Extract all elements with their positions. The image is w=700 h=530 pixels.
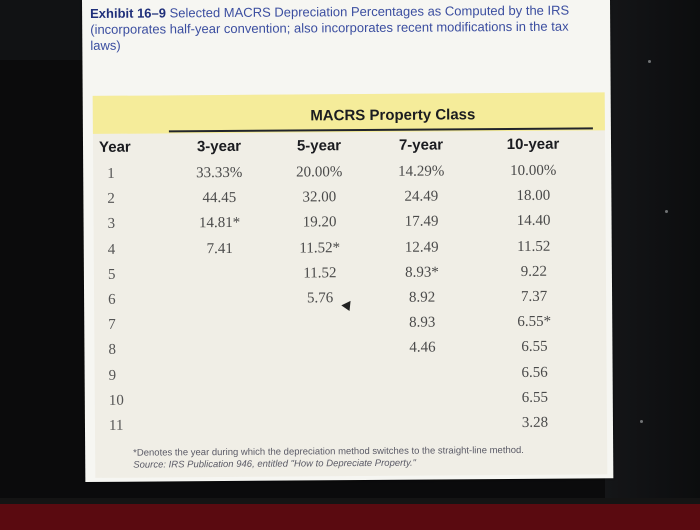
macrs-table: MACRS Property Class Year 3-year 5-year … xyxy=(92,92,608,478)
footnote: *Denotes the year during which the depre… xyxy=(133,444,603,471)
row-year: 10 xyxy=(108,392,124,409)
table-cell xyxy=(280,340,360,341)
row-year: 3 xyxy=(107,216,116,233)
table-cell: 14.29% xyxy=(398,163,445,180)
table-cell xyxy=(180,291,260,292)
table-cell: 10.00% xyxy=(510,162,557,180)
table-cell: 11.52 xyxy=(517,238,551,255)
column-header-5-year: 5-year xyxy=(296,137,342,155)
table-cell: 8.93* xyxy=(404,264,439,281)
textbook-page: Exhibit 16–9 Selected MACRS Depreciation… xyxy=(82,0,614,482)
table-cell: 14.81* xyxy=(198,215,241,232)
table-cell: 24.49 xyxy=(404,188,439,205)
table-cell xyxy=(181,392,261,393)
exhibit-label: Exhibit 16–9 xyxy=(90,5,167,21)
table-cell: 12.49 xyxy=(404,239,439,256)
table-cell xyxy=(383,415,463,416)
property-class-title: MACRS Property Class xyxy=(310,106,476,125)
exhibit-header: Exhibit 16–9 Selected MACRS Depreciation… xyxy=(90,2,602,54)
table-cell xyxy=(180,266,260,267)
column-header-7-year: 7-year xyxy=(398,136,444,154)
table-cell: 9.22 xyxy=(520,263,548,280)
footnote-source: Source: IRS Publication 946, entitled "H… xyxy=(133,457,417,471)
table-cell: 8.92 xyxy=(408,289,436,306)
table-cell: 14.40 xyxy=(516,213,551,230)
row-year: 7 xyxy=(108,316,116,334)
table-cell: 33.33% xyxy=(196,164,243,182)
table-cell xyxy=(383,365,463,366)
table-cell: 7.37 xyxy=(520,288,548,305)
dust-speck xyxy=(665,210,668,213)
year-header: Year xyxy=(98,138,131,156)
table-cell: 32.00 xyxy=(302,189,337,206)
photo-bottom-edge xyxy=(0,498,700,504)
row-year: 9 xyxy=(108,367,117,384)
table-cell xyxy=(280,315,360,316)
table-cell xyxy=(180,316,260,317)
column-header-3-year: 3-year xyxy=(196,137,242,156)
table-cell: 6.56 xyxy=(521,364,548,381)
row-year: 1 xyxy=(107,165,115,182)
row-year: 4 xyxy=(107,241,116,258)
table-cell: 6.55* xyxy=(517,313,552,331)
row-year: 8 xyxy=(108,342,117,359)
table-cell: 8.93 xyxy=(409,314,436,331)
table-cell: 6.55 xyxy=(521,339,548,356)
table-cell: 7.41 xyxy=(206,240,233,257)
table-cell xyxy=(181,417,261,418)
table-cell: 6.55 xyxy=(521,389,548,406)
row-year: 5 xyxy=(107,266,116,283)
table-cell xyxy=(281,416,361,417)
dust-speck xyxy=(640,420,643,423)
table-cell: 19.20 xyxy=(302,214,337,231)
table-cell xyxy=(281,366,361,367)
photo-background-right xyxy=(605,0,700,500)
table-cell: 11.52 xyxy=(303,265,337,282)
table-cell: 4.46 xyxy=(409,339,436,357)
table-cell xyxy=(281,391,361,392)
row-year: 11 xyxy=(108,417,124,434)
table-cell: 20.00% xyxy=(296,164,343,181)
row-year: 2 xyxy=(107,190,115,208)
table-cell: 44.45 xyxy=(202,190,237,207)
table-cell xyxy=(383,390,463,391)
table-cell: 11.52* xyxy=(299,239,341,257)
row-year: 6 xyxy=(108,291,116,308)
table-cell xyxy=(180,341,260,342)
table-cell: 18.00 xyxy=(516,187,551,205)
column-header-10-year: 10-year xyxy=(506,135,560,154)
table-cell: 17.49 xyxy=(404,213,439,231)
table-cell: 3.28 xyxy=(521,414,549,431)
table-cell xyxy=(181,366,261,367)
dust-speck xyxy=(648,60,651,63)
